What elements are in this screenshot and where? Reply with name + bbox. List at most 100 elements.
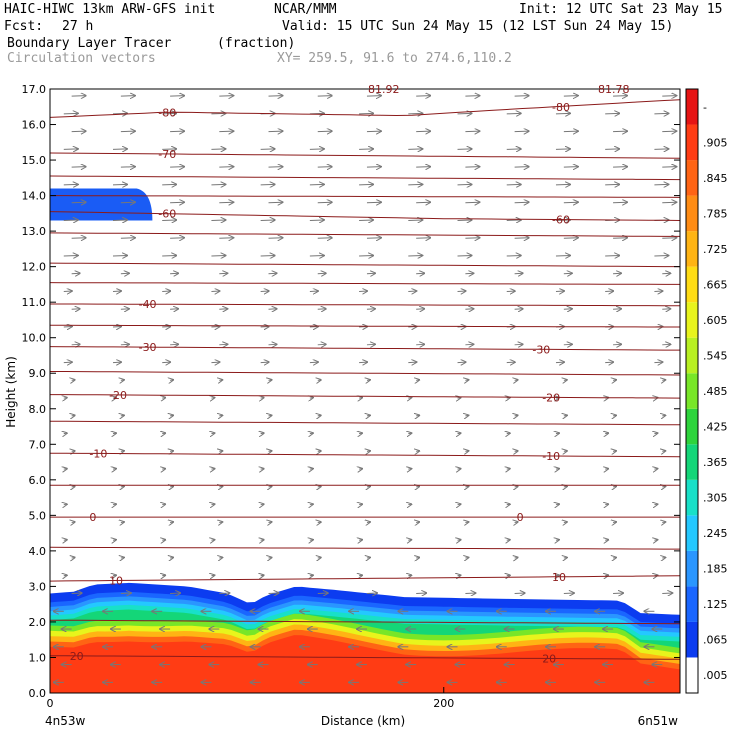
circulation-vector [268, 167, 283, 168]
cross-section-xy: XY= 259.5, 91.6 to 274.6,110.2 [277, 51, 512, 66]
circulation-vector [605, 184, 619, 185]
circulation-vector [465, 202, 479, 203]
circulation-vector [416, 415, 419, 416]
circulation-vector [613, 167, 627, 168]
y-tick-label: 11.0 [22, 296, 47, 309]
colorbar-label: .485 [703, 385, 728, 398]
circulation-vector [71, 273, 80, 274]
circulation-vector [564, 557, 567, 558]
circulation-vector [268, 202, 283, 203]
circulation-vector [120, 309, 129, 310]
contour-label: -60 [552, 213, 570, 226]
circulation-vector [211, 575, 214, 576]
forecast-label: Fcst: [4, 19, 44, 34]
y-axis-title: Height (km) [4, 356, 18, 427]
circulation-vector [613, 131, 627, 132]
circulation-vector [359, 291, 367, 292]
circulation-vector [162, 184, 176, 185]
circulation-vector [605, 504, 608, 505]
contour-label: 10 [552, 571, 566, 584]
colorbar-label: .425 [703, 421, 728, 434]
center-name: NCAR/MMM [274, 2, 337, 17]
circulation-vector [465, 344, 473, 345]
temperature-contour [49, 262, 680, 268]
colorbar-label: .065 [703, 634, 728, 647]
circulation-vector [408, 255, 422, 256]
circulation-vector [310, 540, 313, 541]
temperature-contour [49, 346, 680, 351]
circulation-vector [359, 220, 373, 221]
circulation-vector [63, 291, 72, 292]
circulation-vector [605, 113, 619, 114]
circulation-vector [359, 433, 362, 434]
circulation-vector [219, 273, 227, 274]
circulation-vector [465, 167, 479, 168]
circulation-vector [269, 415, 272, 416]
x-axis-title: Distance (km) [321, 714, 405, 728]
tracer-fill-layer [50, 188, 680, 693]
circulation-vector [64, 398, 67, 399]
circulation-vector [162, 149, 176, 150]
circulation-vector [121, 380, 124, 381]
circulation-vector [72, 522, 75, 523]
circulation-vector [408, 540, 411, 541]
circulation-vector [408, 504, 411, 505]
contour-label: -60 [158, 208, 176, 221]
circulation-vector [219, 593, 229, 594]
circulation-vector [654, 149, 668, 150]
circulation-vector [613, 273, 621, 274]
colorbar-label: .185 [703, 563, 728, 576]
temperature-contour [49, 619, 681, 625]
circulation-vector [113, 504, 116, 505]
circulation-vector [162, 327, 170, 328]
circulation-vector [366, 344, 375, 345]
circulation-vector [563, 344, 572, 345]
circulation-vector [613, 522, 616, 523]
circulation-vector [219, 557, 222, 558]
circulation-vector [211, 327, 219, 328]
circulation-vector [121, 522, 124, 523]
circulation-vector [514, 202, 529, 203]
circulation-vector [564, 415, 567, 416]
circulation-vector [211, 362, 219, 363]
circulation-vector [465, 557, 468, 558]
circulation-vector [465, 131, 479, 132]
circulation-vector [64, 469, 67, 470]
circulation-vector [613, 96, 627, 97]
circulation-vector [515, 522, 518, 523]
circulation-vector [260, 255, 275, 256]
circulation-vector [63, 113, 78, 114]
circulation-vector [269, 380, 272, 381]
circulation-vector [507, 469, 510, 470]
circulation-vector [121, 451, 124, 452]
field-units: (fraction) [217, 36, 296, 51]
colorbar-label: .785 [703, 207, 728, 220]
circulation-vector [112, 327, 121, 328]
circulation-vector [555, 291, 564, 292]
circulation-vector [555, 184, 570, 185]
temperature-contour [49, 420, 681, 426]
circulation-vector [63, 220, 78, 221]
circulation-vector [317, 344, 326, 345]
circulation-vector [260, 327, 269, 328]
colorbar-label: .545 [703, 349, 728, 362]
circulation-vector [170, 344, 178, 345]
circulation-vector [416, 451, 419, 452]
circulation-vector [662, 522, 665, 523]
circulation-vector [113, 398, 116, 399]
circulation-vector [507, 433, 510, 434]
circulation-vector [309, 327, 318, 328]
circulation-vector [654, 113, 668, 114]
circulation-vector [120, 273, 129, 274]
circulation-vector [458, 398, 461, 399]
circulation-vector [563, 309, 572, 310]
circulation-vector [564, 380, 567, 381]
circulation-vector [506, 113, 521, 114]
circulation-vector [71, 96, 86, 97]
circulation-vector [318, 557, 321, 558]
colorbar-label: .365 [703, 456, 728, 469]
circulation-vector [662, 451, 665, 452]
circulation-vector [366, 593, 377, 594]
circulation-vector [170, 309, 178, 310]
colorbar-swatch [686, 195, 698, 232]
